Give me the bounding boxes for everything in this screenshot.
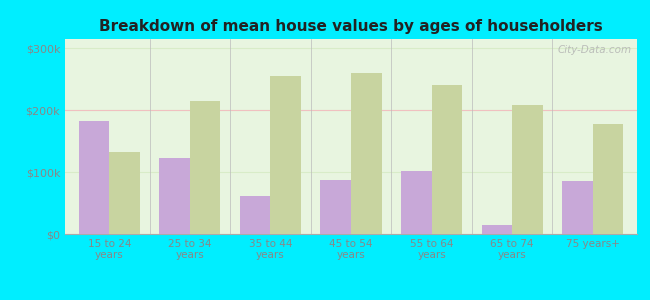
- Bar: [401, 171, 432, 234]
- Bar: [240, 196, 270, 234]
- Bar: [432, 85, 462, 234]
- Bar: [270, 76, 301, 234]
- Bar: [320, 180, 351, 234]
- Bar: [593, 124, 623, 234]
- Bar: [190, 101, 220, 234]
- Bar: [562, 182, 593, 234]
- Bar: [109, 152, 140, 234]
- Bar: [482, 225, 512, 234]
- Bar: [512, 105, 543, 234]
- Bar: [351, 73, 382, 234]
- Bar: [159, 158, 190, 234]
- Title: Breakdown of mean house values by ages of householders: Breakdown of mean house values by ages o…: [99, 19, 603, 34]
- Text: City-Data.com: City-Data.com: [557, 45, 631, 55]
- Bar: [79, 121, 109, 234]
